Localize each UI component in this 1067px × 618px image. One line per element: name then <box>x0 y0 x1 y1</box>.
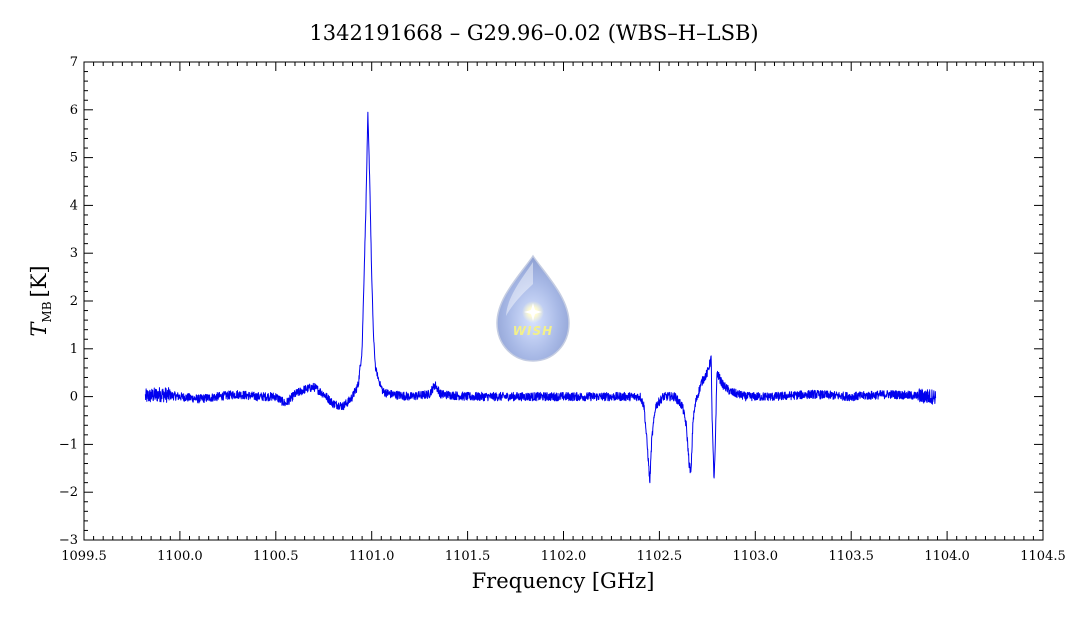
y-tick-label: 1 <box>70 342 78 357</box>
y-tick-label: 4 <box>70 198 78 213</box>
svg-text:TMB[K]: TMB[K] <box>27 265 54 336</box>
y-tick-label: 0 <box>70 390 78 405</box>
logo-text: WISH <box>513 324 553 338</box>
x-tick-label: 1101.0 <box>349 549 395 564</box>
wish-logo: WISH <box>496 254 570 362</box>
y-tick-label: 2 <box>70 294 78 309</box>
y-tick-label: −2 <box>59 485 78 500</box>
y-tick-label: 7 <box>70 55 78 70</box>
x-tick-label: 1104.5 <box>1020 549 1066 564</box>
x-tick-label: 1100.0 <box>157 549 203 564</box>
y-tick-label: −1 <box>59 437 78 452</box>
x-axis-label: Frequency [GHz] <box>472 569 655 593</box>
y-axis-label: TMB[K] <box>27 265 54 336</box>
y-tick-label: 3 <box>70 246 78 261</box>
y-tick-label: 5 <box>70 151 78 166</box>
x-tick-label: 1100.5 <box>253 549 299 564</box>
x-tick-label: 1103.0 <box>733 549 779 564</box>
y-tick-labels: −3 −2 −1 0 1 2 3 4 5 6 7 <box>59 55 78 548</box>
x-tick-label: 1101.5 <box>445 549 491 564</box>
x-tick-labels: 1099.5 1100.0 1100.5 1101.0 1101.5 1102.0 1102… <box>61 549 1066 564</box>
axis-ticks <box>83 61 1044 541</box>
x-tick-label: 1102.5 <box>637 549 683 564</box>
x-tick-label: 1099.5 <box>61 549 107 564</box>
x-tick-label: 1104.0 <box>924 549 970 564</box>
spectrum-series-line <box>144 111 937 484</box>
chart-title: 1342191668 – G29.96–0.02 (WBS–H–LSB) <box>309 21 758 45</box>
x-tick-label: 1102.0 <box>541 549 587 564</box>
y-tick-label: 6 <box>70 103 78 118</box>
plot-frame <box>83 61 1044 541</box>
y-tick-label: −3 <box>59 533 78 548</box>
x-tick-label: 1103.5 <box>828 549 874 564</box>
